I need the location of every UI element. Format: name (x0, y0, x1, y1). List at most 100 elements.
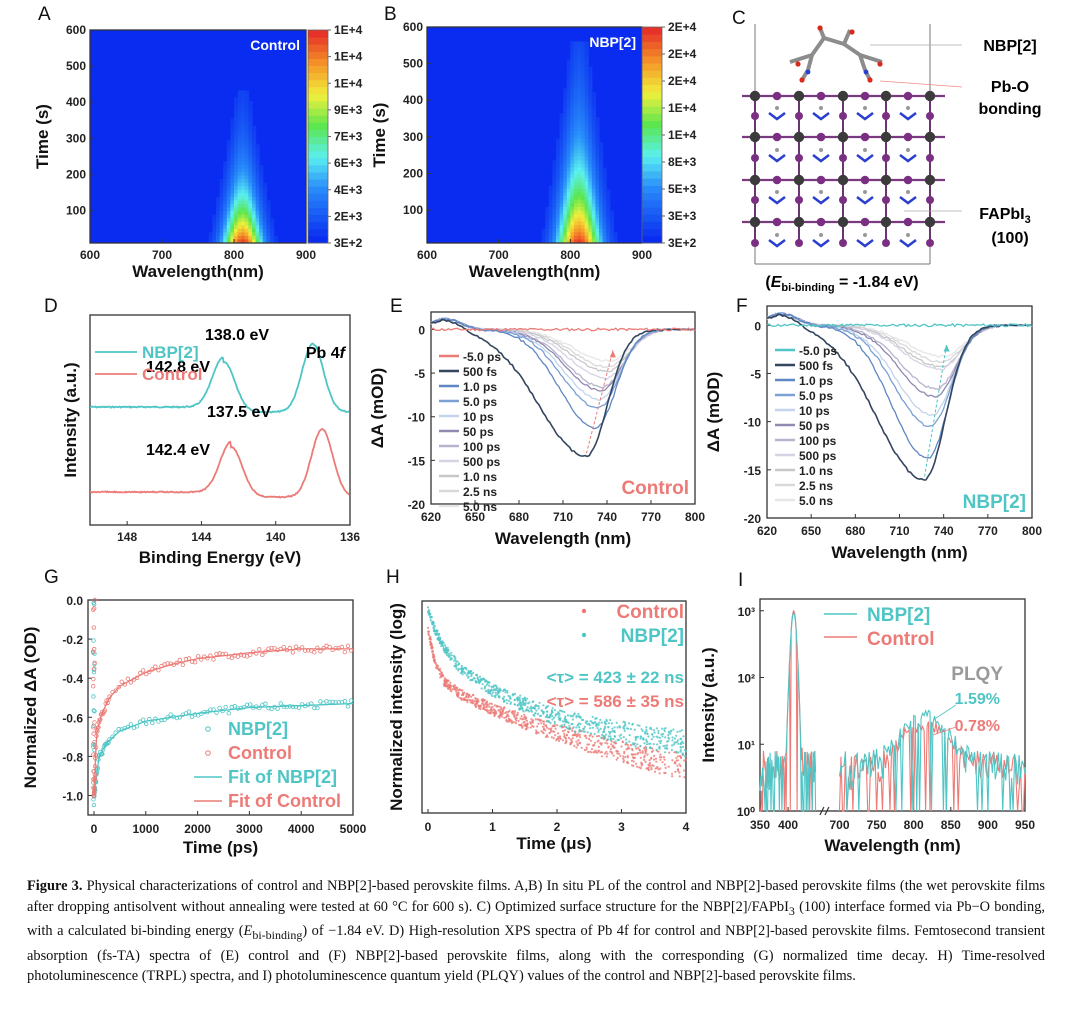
heatmap-cell (255, 172, 260, 177)
heatmap-cell (602, 189, 607, 194)
heatmap-cell (216, 228, 221, 233)
data-point-control (478, 705, 482, 708)
data-point-control (597, 739, 600, 742)
heatmap-cell (556, 192, 561, 197)
heatmap-cell (566, 88, 571, 93)
heatmap-cell (584, 185, 589, 190)
heatmap-cell (244, 161, 249, 166)
heatmap-cell (584, 120, 589, 125)
heatmap-cell (609, 221, 614, 226)
heatmap-cell (566, 138, 571, 143)
heatmap-cell (262, 235, 267, 241)
heatmap-cell (237, 140, 242, 145)
heatmap-cell (570, 196, 575, 201)
heatmap-cell (559, 153, 564, 158)
heatmap-cell (573, 181, 579, 186)
heatmap-cell (234, 207, 239, 212)
heatmap-cell (609, 239, 614, 243)
heatmap-cell (591, 225, 597, 230)
data-point-nbp (235, 706, 241, 711)
molecule-bond (858, 54, 867, 71)
heatmap-cell (252, 157, 257, 162)
heatmap-cell (606, 214, 611, 219)
heatmap-cell (234, 196, 239, 201)
legend-label-fit-control: Fit of Control (228, 791, 341, 811)
heatmap-cell (230, 132, 235, 138)
heatmap-cell (237, 193, 242, 198)
data-point-control (486, 700, 489, 703)
heatmap-cell (212, 232, 217, 237)
legend-label: 5.0 ns (463, 500, 497, 514)
heatmap-cell (570, 59, 575, 64)
heatmap-cell (212, 214, 217, 219)
heatmap-cell (584, 59, 589, 64)
data-point-control (92, 775, 97, 781)
heatmap-cell (581, 131, 586, 136)
heatmap-cell (226, 239, 231, 243)
heatmap-cell (599, 214, 604, 219)
data-point-nbp (478, 675, 482, 678)
heatmap-cell (223, 161, 228, 166)
data-point-control (524, 715, 527, 719)
data-point-control (657, 750, 660, 753)
heatmap-cell (548, 185, 554, 190)
heatmap-cell (234, 228, 239, 233)
data-point-control (260, 652, 265, 658)
heatmap-cell (573, 235, 579, 240)
iodine-atom (816, 217, 826, 227)
data-point-control (296, 647, 302, 652)
heatmap-cell (588, 84, 593, 89)
data-point-control (579, 736, 582, 739)
heatmap-cell (237, 97, 242, 102)
data-point-nbp (428, 612, 431, 615)
heatmap-cell (573, 124, 579, 129)
heatmap-cell (252, 218, 257, 223)
heatmap-cell (226, 175, 231, 180)
heatmap-cell (230, 214, 235, 219)
heatmap-cell (606, 221, 611, 226)
heatmap-cell (226, 221, 231, 226)
heatmap-cell (556, 239, 561, 243)
heatmap-cell (588, 124, 593, 129)
data-point-nbp (520, 706, 523, 709)
heatmap-cell (548, 189, 554, 194)
heatmap-cell (581, 221, 586, 226)
legend-label: -5.0 ps (799, 344, 837, 358)
heatmap-cell (248, 182, 253, 187)
heatmap-cell (588, 160, 593, 165)
heatmap-cell (266, 203, 271, 209)
heatmap-cell (241, 175, 246, 180)
heatmap-cell (588, 225, 593, 230)
heatmap-cell (573, 163, 579, 168)
data-point-nbp (241, 705, 247, 710)
heatmap-cell (573, 192, 579, 197)
data-point-control (235, 654, 241, 659)
heatmap-cell (252, 211, 257, 216)
colorbar-tick-label: 1E+4 (334, 76, 363, 90)
heatmap-cell (566, 171, 571, 176)
panel-label-e: E (390, 296, 403, 317)
heatmap-cell (566, 207, 571, 212)
data-point-nbp (571, 718, 574, 721)
data-point-nbp (645, 746, 648, 749)
x-tick-label: 680 (845, 524, 865, 538)
data-point-control (640, 761, 643, 764)
heatmap-cell (559, 171, 564, 176)
data-point-nbp (609, 731, 612, 734)
data-point-nbp (430, 621, 434, 624)
heatmap-cell (602, 199, 607, 204)
heatmap-cell (226, 140, 231, 145)
heatmap-cell (234, 140, 239, 145)
y-axis-label: Time (s) (33, 104, 52, 169)
heatmap-cell (599, 199, 604, 204)
y-axis-label: Normalized intensity (log) (387, 603, 406, 811)
heatmap-cell (248, 150, 253, 155)
data-point-control (519, 717, 522, 720)
heatmap-cell (581, 153, 586, 158)
heatmap-cell (588, 210, 593, 215)
colorbar-tick-label: 1E+4 (334, 23, 363, 37)
data-point-control (550, 736, 553, 739)
heatmap-cell (595, 135, 600, 140)
data-point-control (475, 699, 478, 702)
